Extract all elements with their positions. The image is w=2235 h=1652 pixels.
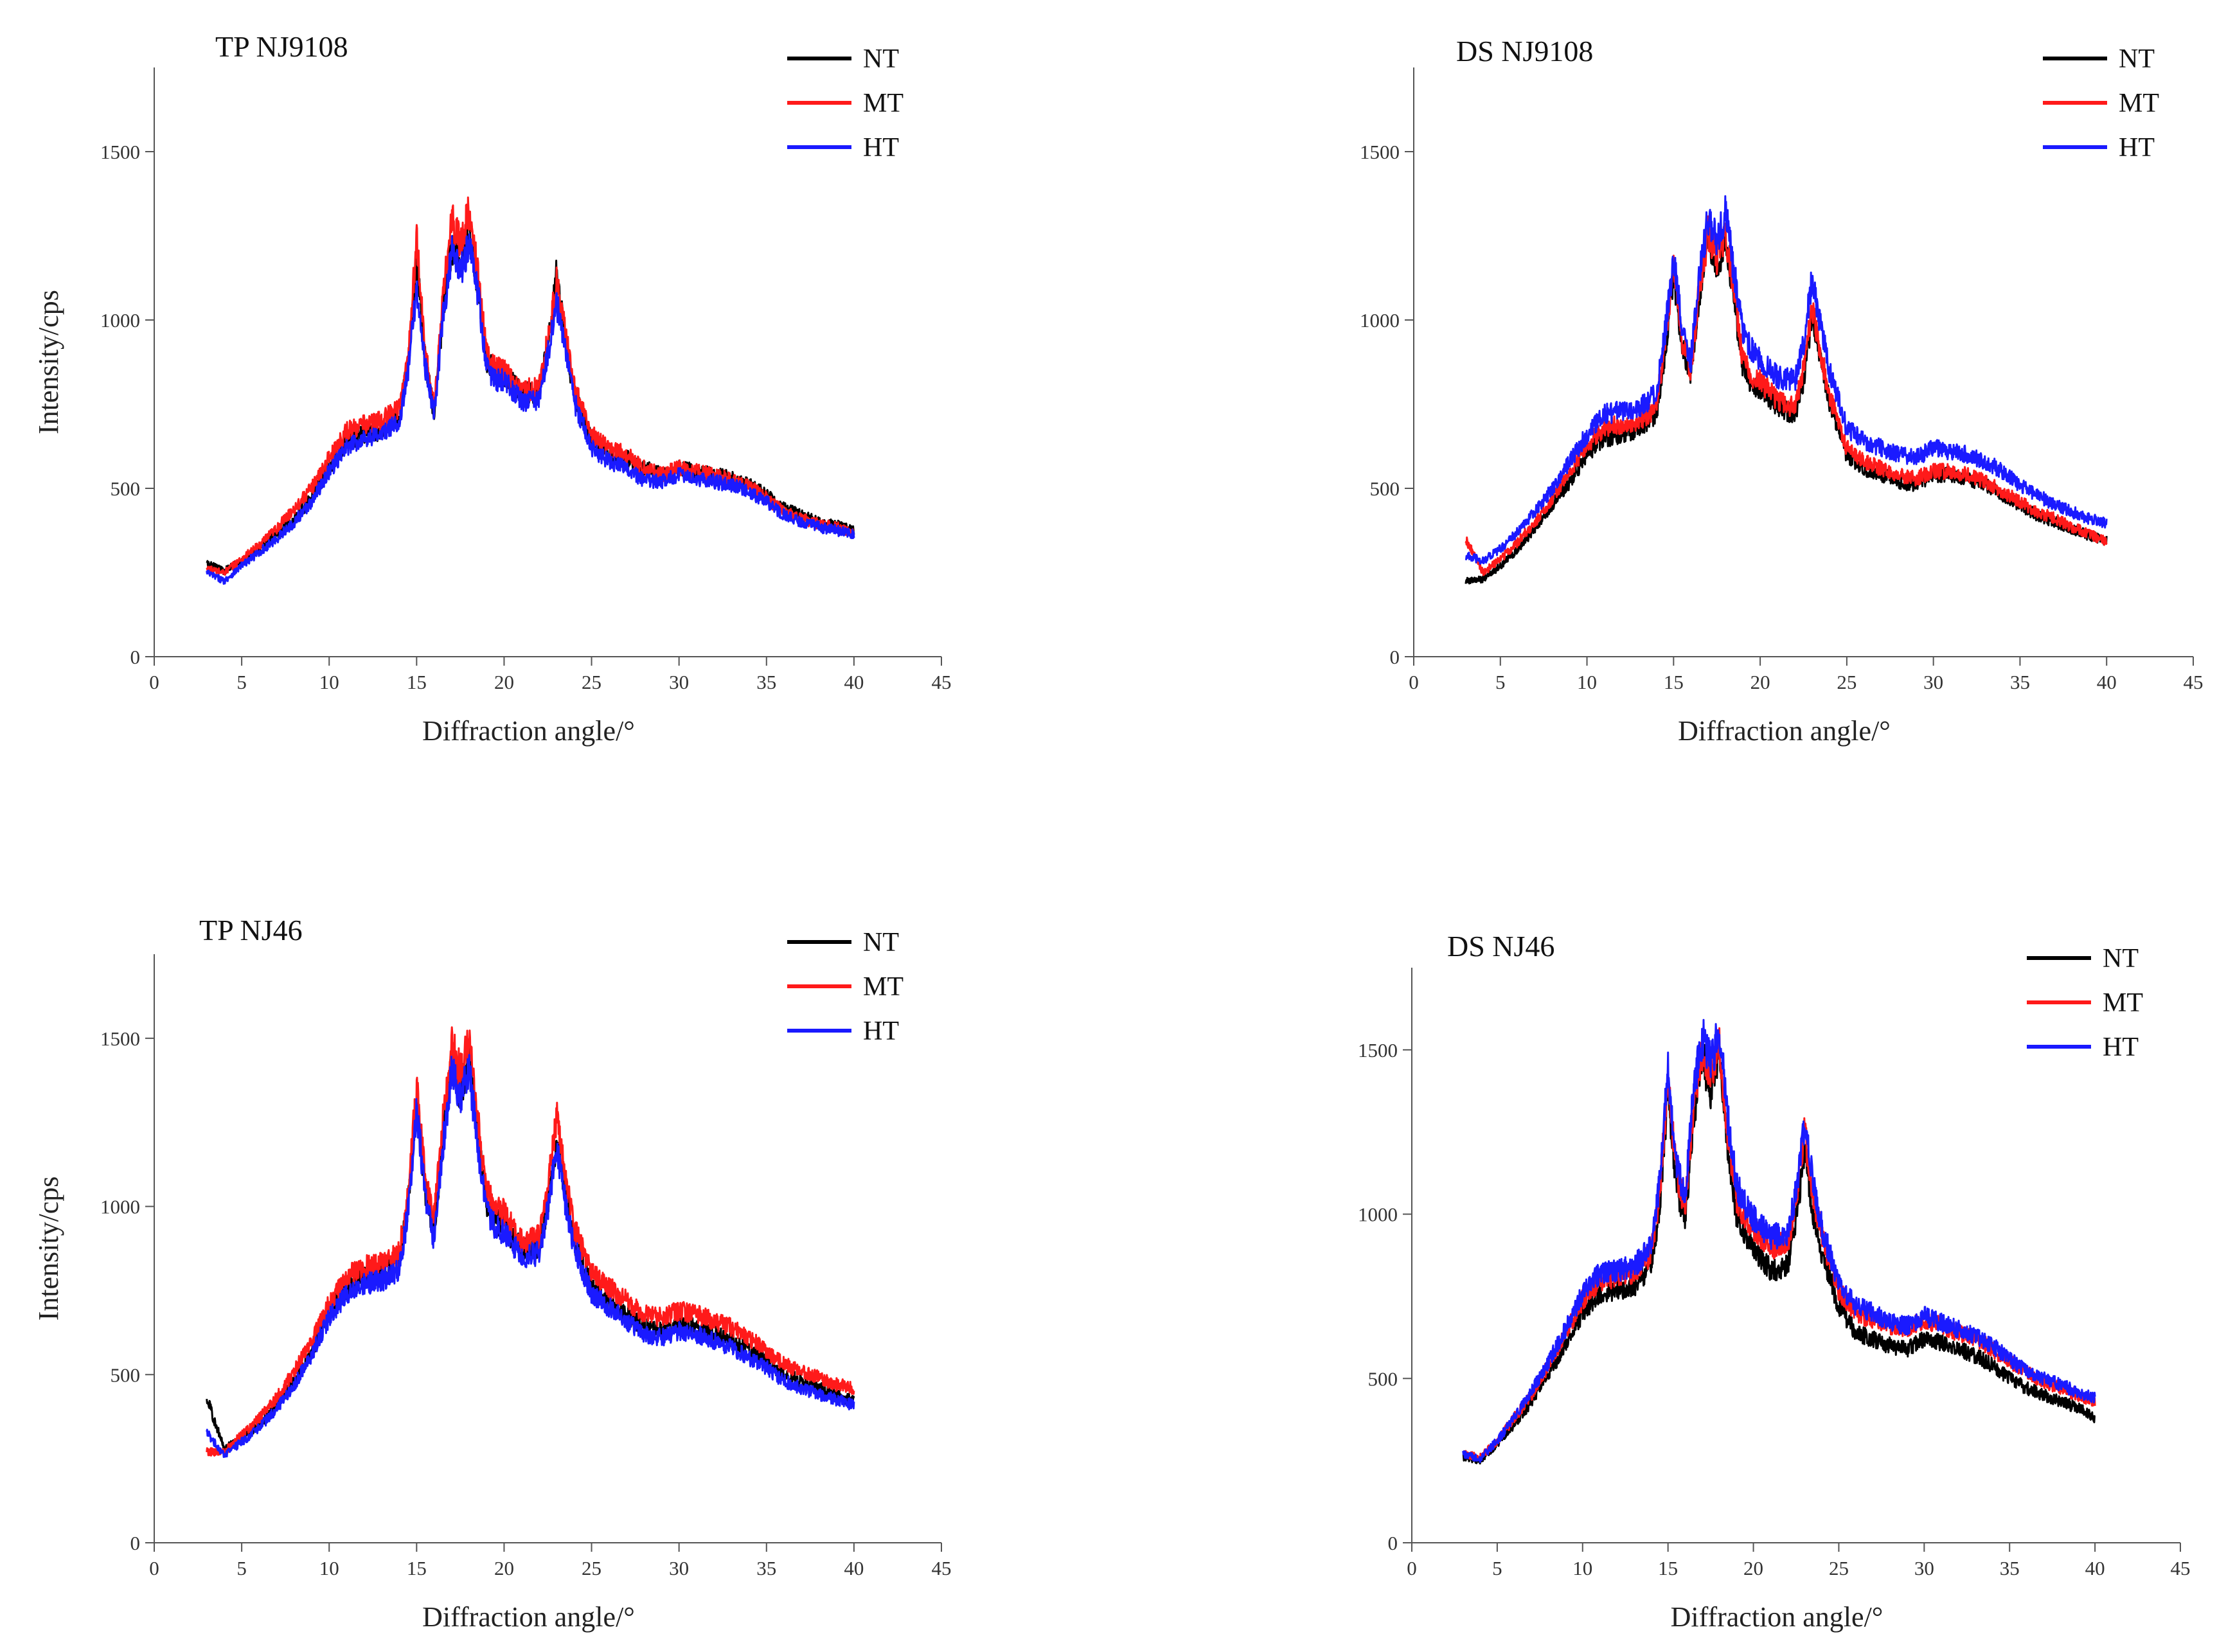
y-tick-label: 1000 [100, 1196, 140, 1218]
y-tick-label: 1500 [1360, 141, 1400, 163]
series-line-ht [1465, 195, 2108, 565]
x-tick-label: 30 [669, 671, 689, 693]
x-tick-label: 45 [932, 1557, 952, 1579]
x-tick-label: 0 [1409, 671, 1419, 693]
x-tick-label: 25 [582, 671, 601, 693]
x-tick-label: 20 [494, 1557, 514, 1579]
x-tick-label: 30 [1923, 671, 1943, 693]
x-axis-label: Diffraction angle/° [1671, 1601, 1883, 1633]
x-tick-label: 40 [2085, 1557, 2105, 1579]
y-tick-label: 0 [130, 1532, 141, 1554]
x-tick-label: 45 [2171, 1557, 2191, 1579]
x-tick-label: 5 [236, 671, 247, 693]
x-tick-label: 15 [1658, 1557, 1678, 1579]
y-tick-label: 500 [1370, 477, 1400, 500]
y-tick-label: 0 [130, 646, 141, 668]
x-tick-label: 10 [319, 1557, 339, 1579]
chart-panel-tp-nj46: 0 5 10 15 20 25 30 35 40 45 0 500 1000 1500 Diffractio… [33, 914, 952, 1633]
legend-label-nt: NT [2119, 44, 2155, 74]
legend-label-ht: HT [2119, 133, 2155, 163]
x-tick-label: 5 [236, 1557, 247, 1579]
y-tick-label: 1000 [1358, 1203, 1398, 1226]
y-tick-label: 500 [1368, 1367, 1398, 1390]
legend-label-mt: MT [863, 89, 904, 118]
legend-label-mt: MT [2103, 988, 2143, 1018]
series-line-ht [206, 1054, 855, 1458]
x-axis-label: Diffraction angle/° [422, 715, 635, 747]
series-line-mt [1465, 215, 2108, 576]
y-tick-label: 500 [111, 1363, 141, 1386]
y-tick-label: 1000 [100, 309, 140, 332]
x-tick-label: 15 [1664, 671, 1684, 693]
chart-title: TP NJ46 [199, 914, 303, 946]
series-line-mt [206, 196, 855, 576]
x-axis-label: Diffraction angle/° [422, 1601, 635, 1633]
chart-panel-ds-nj9108: 0 5 10 15 20 25 30 35 40 45 0 500 1000 1500 Diffractio… [1360, 35, 2204, 747]
x-tick-label: 20 [494, 671, 514, 693]
x-tick-label: 5 [1492, 1557, 1502, 1579]
x-tick-label: 30 [1914, 1557, 1934, 1579]
x-tick-label: 25 [1829, 1557, 1849, 1579]
chart-title: TP NJ9108 [215, 30, 348, 63]
x-tick-label: 40 [844, 1557, 864, 1579]
y-tick-label: 0 [1388, 1532, 1398, 1554]
chart-title: DS NJ9108 [1456, 35, 1593, 67]
legend-label-mt: MT [2119, 89, 2159, 118]
x-tick-label: 0 [149, 1557, 159, 1579]
x-tick-label: 0 [1407, 1557, 1417, 1579]
x-tick-label: 35 [2000, 1557, 2020, 1579]
x-tick-label: 35 [756, 1557, 776, 1579]
x-tick-label: 35 [756, 671, 776, 693]
x-tick-label: 35 [2010, 671, 2030, 693]
y-tick-label: 1500 [100, 141, 140, 163]
legend-label-ht: HT [863, 133, 899, 163]
y-tick-label: 0 [1390, 646, 1400, 668]
series-line-nt [1462, 1031, 2096, 1465]
x-tick-label: 10 [1572, 1557, 1592, 1579]
y-tick-label: 500 [111, 477, 141, 500]
y-axis-label: Intensity/cps [33, 290, 64, 434]
x-axis-label: Diffraction angle/° [1678, 715, 1891, 747]
y-tick-label: 1500 [100, 1027, 140, 1050]
x-tick-label: 25 [1837, 671, 1857, 693]
x-tick-label: 30 [669, 1557, 689, 1579]
series-line-mt [206, 1026, 855, 1457]
y-tick-label: 1500 [1358, 1039, 1398, 1061]
x-tick-label: 45 [2184, 671, 2204, 693]
x-tick-label: 40 [2097, 671, 2117, 693]
series-line-ht [1462, 1018, 2096, 1463]
x-tick-label: 15 [407, 671, 427, 693]
chart-panel-tp-nj9108: 0 5 10 15 20 25 30 35 40 45 0 500 1000 1500 Diffractio… [33, 30, 952, 747]
chart-title: DS NJ46 [1447, 930, 1554, 963]
x-tick-label: 10 [1577, 671, 1597, 693]
legend-label-ht: HT [2103, 1033, 2139, 1062]
x-tick-label: 5 [1495, 671, 1506, 693]
chart-panel-ds-nj46: 0 5 10 15 20 25 30 35 40 45 0 500 1000 1500 Diffractio… [1358, 930, 2191, 1633]
x-tick-label: 20 [1743, 1557, 1763, 1579]
series-line-ht [206, 233, 855, 585]
y-axis-label: Intensity/cps [33, 1177, 64, 1321]
x-tick-label: 20 [1750, 671, 1770, 693]
x-tick-label: 15 [407, 1557, 427, 1579]
x-tick-label: 0 [149, 671, 159, 693]
legend-label-nt: NT [2103, 944, 2139, 973]
legend-label-nt: NT [863, 928, 899, 957]
legend-label-nt: NT [863, 44, 899, 74]
x-tick-label: 25 [582, 1557, 601, 1579]
x-tick-label: 40 [844, 671, 864, 693]
x-tick-label: 45 [932, 671, 952, 693]
x-tick-label: 10 [319, 671, 339, 693]
legend-label-mt: MT [863, 972, 904, 1002]
y-tick-label: 1000 [1360, 309, 1400, 332]
legend-label-ht: HT [863, 1017, 899, 1046]
